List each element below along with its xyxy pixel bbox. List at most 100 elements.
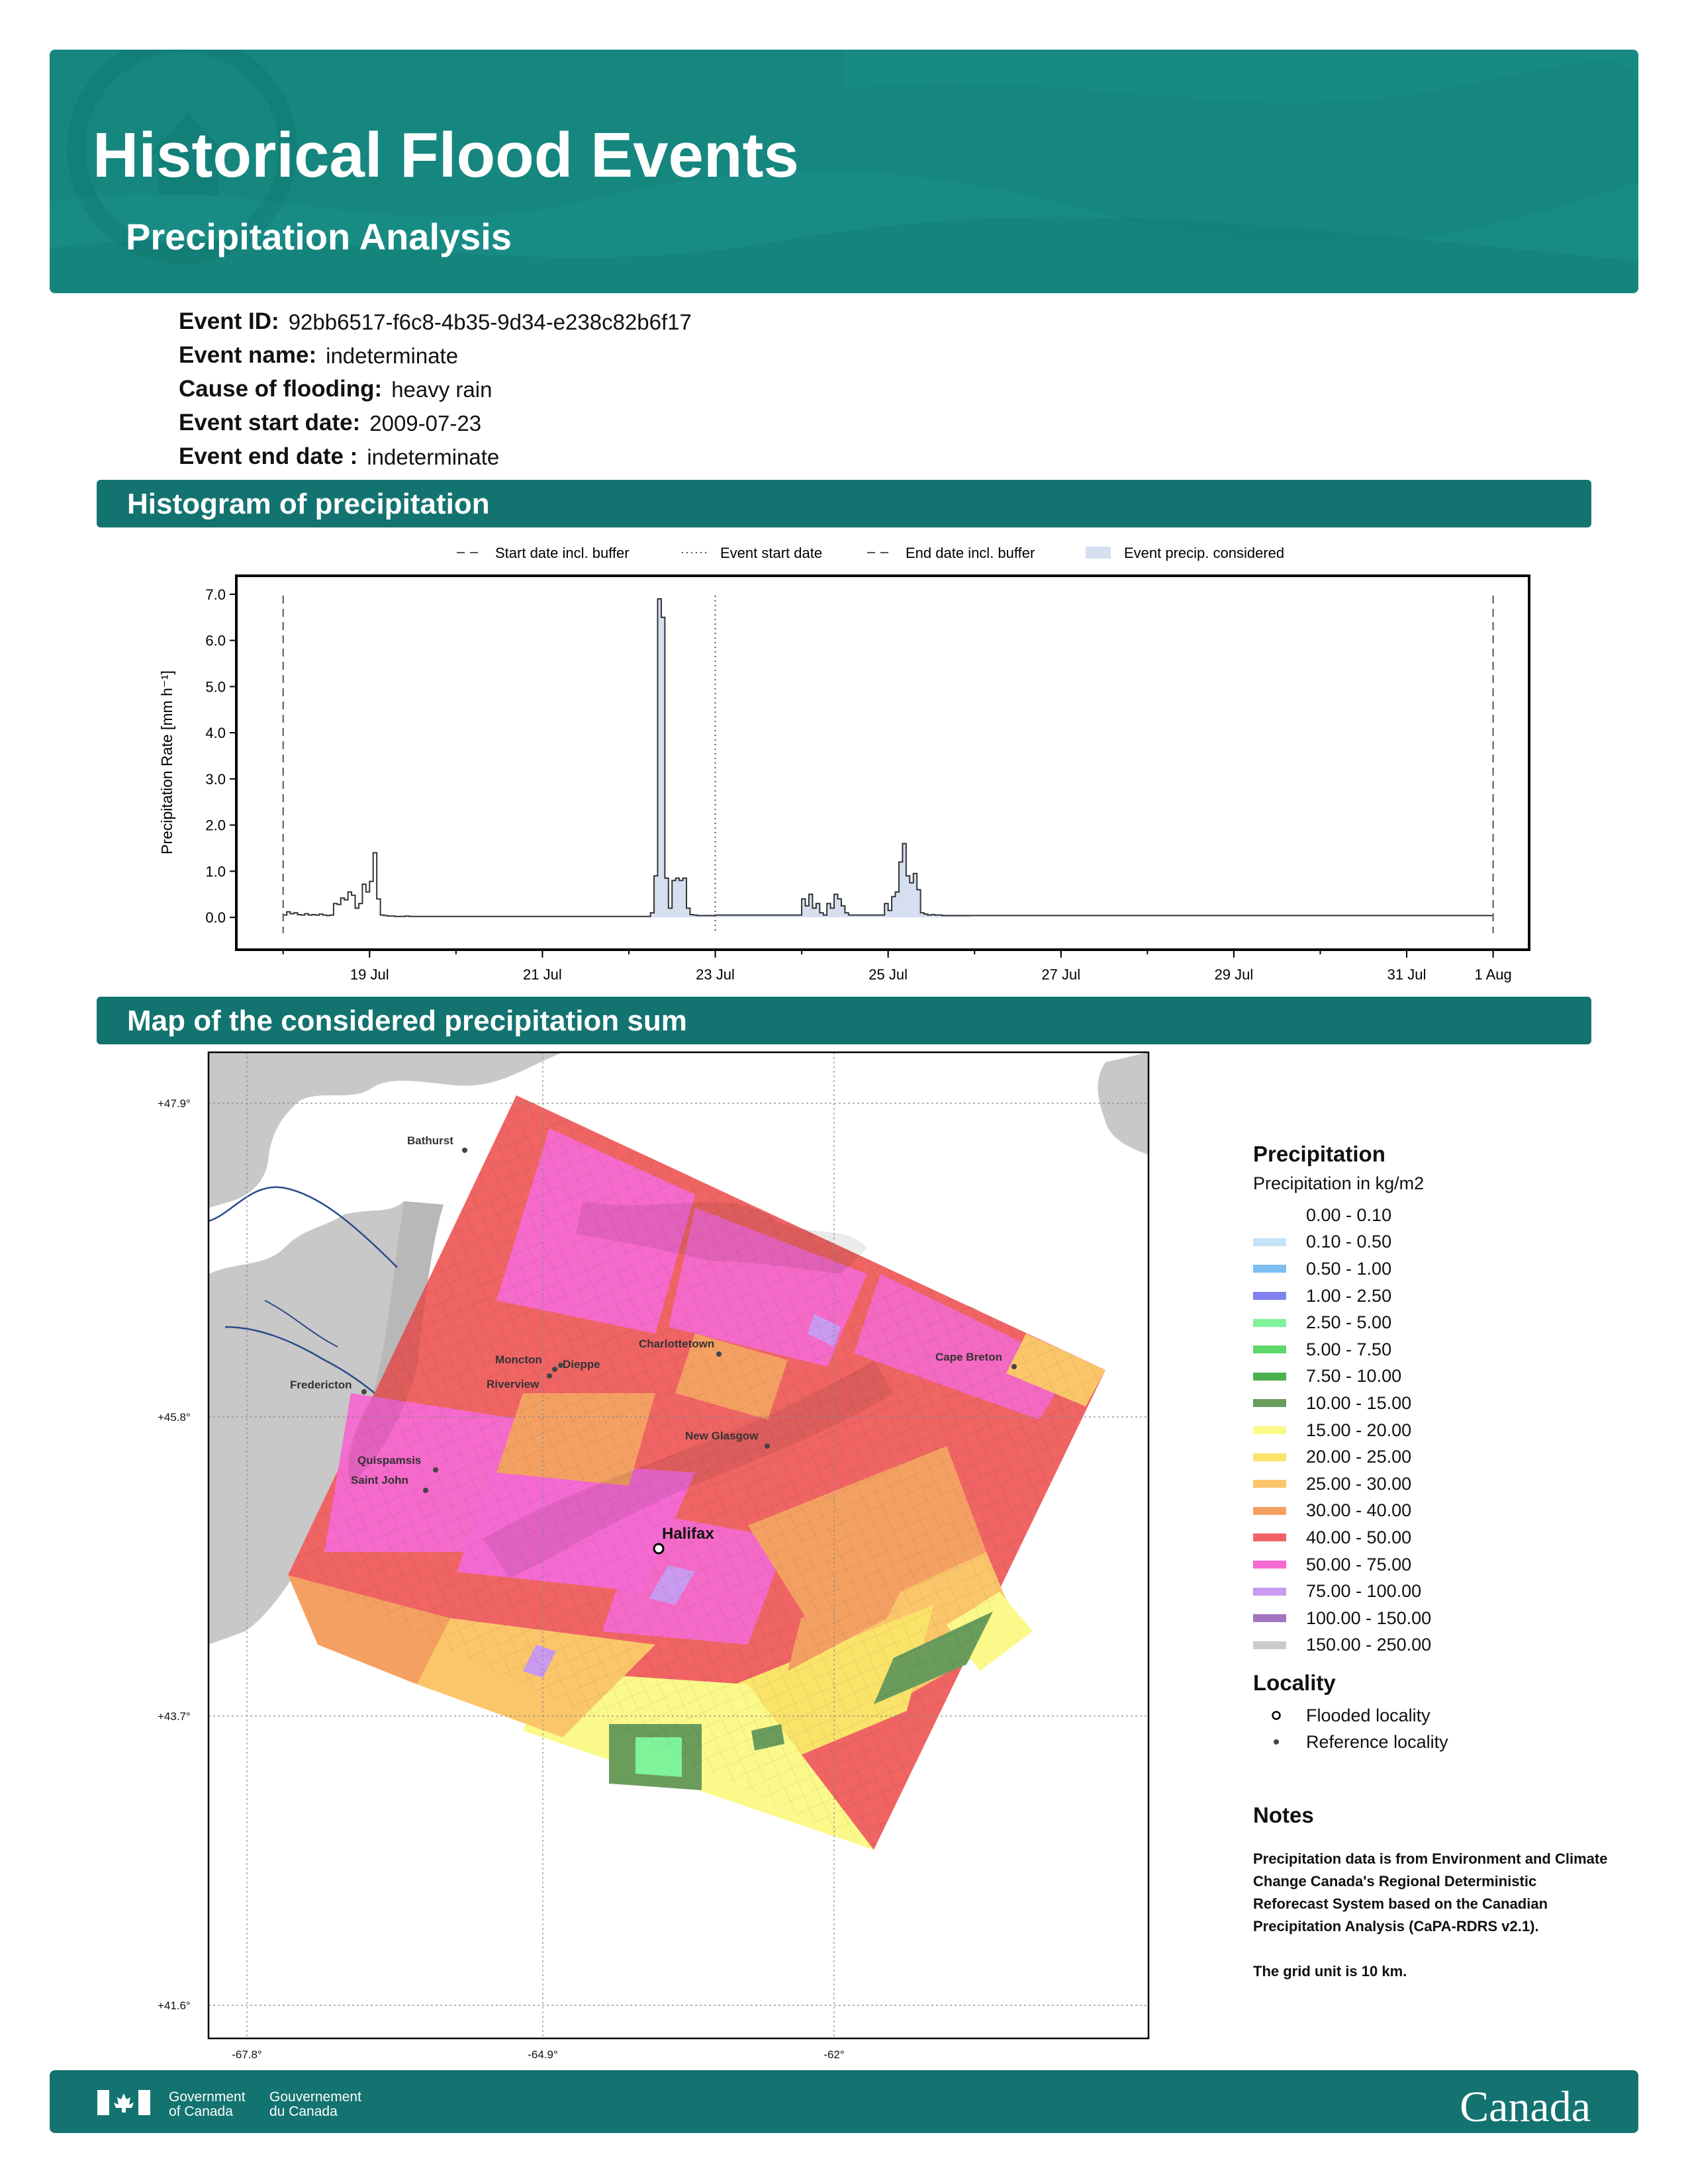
place-saint-john: Saint John [351,1474,408,1486]
flooded-locality-icon [1272,1711,1281,1720]
y-tick-label: 1.0 [205,863,226,880]
legend-swatch [1253,1345,1286,1354]
precipitation-map: Bathurst Charlottetown Moncton Dieppe Ri… [158,1051,1150,2061]
notes-source: Precipitation data is from Environment a… [1253,1850,1608,1935]
land-mainland [209,1201,444,1645]
reference-locality-marker [361,1389,367,1394]
page-subtitle: Precipitation Analysis [126,216,512,257]
legend-swatch [1253,1318,1286,1327]
place-halifax: Halifax [662,1525,714,1543]
plot-frame [235,574,1530,951]
precip-legend-title: Precipitation [1253,1142,1385,1166]
chart-legend-label: Event start date [720,545,822,561]
legend-swatch [1253,1292,1286,1300]
precip-legend-unit: Precipitation in kg/m2 [1253,1173,1425,1193]
legend-swatch [1253,1265,1286,1273]
map-ticks: +47.9° +45.8° +43.7° +41.6° -67.8° -64.9… [158,1097,845,2061]
legend-reference-locality: Reference locality [1253,1729,1611,1755]
legend-class-label: 0.00 - 0.10 [1306,1205,1392,1225]
legend-class-5: 5.00 - 7.50 [1253,1336,1611,1363]
notes-title: Notes [1253,1803,1314,1828]
page-title: Historical Flood Events [93,120,799,191]
gov-name-fr: Gouvernement du Canada [269,2089,361,2119]
canada-flag-icon [97,2090,150,2115]
x-tick-label: 23 Jul [696,966,735,983]
y-tick-label: 7.0 [205,586,226,603]
legend-class-12: 40.00 - 50.00 [1253,1524,1611,1551]
place-cape-breton: Cape Breton [935,1351,1002,1363]
legend-swatch [1253,1480,1286,1488]
house-flood-icon [67,50,297,264]
y-tick-label: 2.0 [205,817,226,834]
legend-class-7: 10.00 - 15.00 [1253,1390,1611,1417]
map-legend: Precipitation Precipitation in kg/m2 0.0… [1253,1142,1611,1983]
legend-swatch [1253,1426,1286,1435]
place-quispamsis: Quispamsis [357,1454,421,1467]
legend-class-9: 20.00 - 25.00 [1253,1443,1611,1471]
lat-tick: +41.6° [158,1999,191,2012]
legend-class-label: 0.10 - 0.50 [1306,1232,1392,1252]
graticule [209,1052,1149,2038]
legend-class-label: 1.00 - 2.50 [1306,1285,1392,1306]
localities: Bathurst Charlottetown Moncton Dieppe Ri… [290,1134,1017,1555]
precip-legend-classes: 0.00 - 0.10 0.10 - 0.50 0.50 - 1.00 1.00 - … [1253,1202,1611,1659]
reference-locality-marker [765,1443,770,1449]
chart-legend-label: Start date incl. buffer [495,545,630,561]
legend-class-label: 10.00 - 15.00 [1306,1392,1412,1413]
place-riverview: Riverview [487,1378,539,1390]
x-axis: 19 Jul 21 Jul 23 Jul 25 Jul 27 Jul 29 Jul 31 J… [282,950,1512,983]
place-new-glasgow: New Glasgow [685,1430,759,1442]
legend-class-label: 20.00 - 25.00 [1306,1447,1412,1467]
lon-tick: -64.9° [528,2048,558,2061]
land-new-brunswick [209,1052,563,1208]
reference-locality-marker [462,1148,467,1153]
date-markers [282,596,1494,933]
notes-grid-unit: The grid unit is 10 km. [1253,1963,1407,1980]
legend-class-4: 2.50 - 5.00 [1253,1309,1611,1336]
legend-class-11: 30.00 - 40.00 [1253,1498,1611,1525]
legend-swatch [1253,1399,1286,1408]
event-id-row: Event ID: 92bb6517-f6c8-4b35-9d34-e238c82… [179,308,692,334]
precipitation-raster [288,1095,1105,1850]
precip-series [283,598,1493,918]
x-tick-label: 21 Jul [523,966,562,983]
reference-locality-marker [1011,1364,1017,1369]
y-axis: 0.0 1.0 2.0 3.0 4.0 5.0 6.0 7.0 [205,586,236,926]
lat-tick: +43.7° [158,1710,191,1723]
legend-swatch [1253,1533,1286,1542]
legend-swatch [1253,1587,1286,1596]
legend-class-1: 0.10 - 0.50 [1253,1229,1611,1256]
event-name-row: Event name: indeterminate [179,342,459,368]
reference-locality-marker [552,1367,557,1372]
x-tick-label: 19 Jul [350,966,389,983]
legend-swatch [1253,1506,1286,1515]
x-tick-label: 31 Jul [1387,966,1427,983]
legend-class-13: 50.00 - 75.00 [1253,1551,1611,1578]
legend-class-label: 5.00 - 7.50 [1306,1339,1392,1359]
legend-class-6: 7.50 - 10.00 [1253,1363,1611,1390]
legend-class-3: 1.00 - 2.50 [1253,1283,1611,1310]
legend-class-label: 40.00 - 50.00 [1306,1527,1412,1547]
legend-swatch [1253,1238,1286,1246]
gov-name-en: Government of Canada [169,2089,246,2119]
banner-wave-decoration [50,50,1638,293]
legend-class-16: 150.00 - 250.00 [1253,1632,1611,1659]
legend-class-15: 100.00 - 150.00 [1253,1605,1611,1632]
legend-class-14: 75.00 - 100.00 [1253,1578,1611,1605]
legend-class-label: 150.00 - 250.00 [1306,1635,1432,1655]
legend-class-label: 25.00 - 30.00 [1306,1473,1412,1494]
legend-class-8: 15.00 - 20.00 [1253,1417,1611,1444]
locality-legend-title: Locality [1253,1670,1336,1696]
lat-tick: +45.8° [158,1411,191,1424]
legend-fill-swatch [1086,547,1111,559]
y-tick-label: 3.0 [205,771,226,788]
lat-tick: +47.9° [158,1097,191,1110]
legend-swatch [1253,1211,1286,1220]
header-banner: Historical Flood Events Precipitation An… [50,50,1638,293]
map-section-header: Map of the considered precipitation sum [97,997,1591,1044]
legend-class-2: 0.50 - 1.00 [1253,1255,1611,1283]
canada-wordmark: Canada [1460,2083,1591,2131]
y-tick-label: 0.0 [205,909,226,926]
y-tick-label: 4.0 [205,725,226,741]
reference-locality-marker [433,1467,438,1473]
